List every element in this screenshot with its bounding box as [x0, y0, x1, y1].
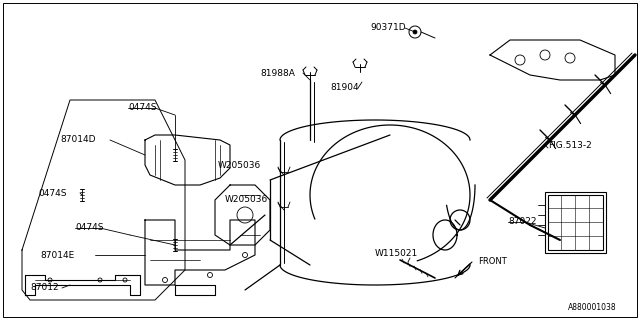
Text: W115021: W115021 [375, 249, 419, 258]
Text: 0474S: 0474S [38, 188, 67, 197]
Text: W205036: W205036 [218, 161, 261, 170]
Text: 0474S: 0474S [75, 223, 104, 233]
Text: 90371D: 90371D [370, 23, 406, 33]
Text: FIG.513-2: FIG.513-2 [548, 140, 592, 149]
Text: W205036: W205036 [225, 196, 268, 204]
Text: 87014E: 87014E [40, 251, 74, 260]
Bar [548, 195, 603, 250]
Text: 81904: 81904 [330, 84, 358, 92]
Text: 87012: 87012 [30, 284, 59, 292]
Text: 87014D: 87014D [60, 135, 95, 145]
Bar [545, 192, 606, 253]
Text: 0474S: 0474S [128, 103, 157, 113]
Circle shape [413, 30, 417, 34]
Text: A880001038: A880001038 [568, 303, 616, 313]
Text: 81988A: 81988A [260, 68, 295, 77]
Text: 87022: 87022 [508, 218, 536, 227]
Text: FRONT: FRONT [478, 258, 507, 267]
